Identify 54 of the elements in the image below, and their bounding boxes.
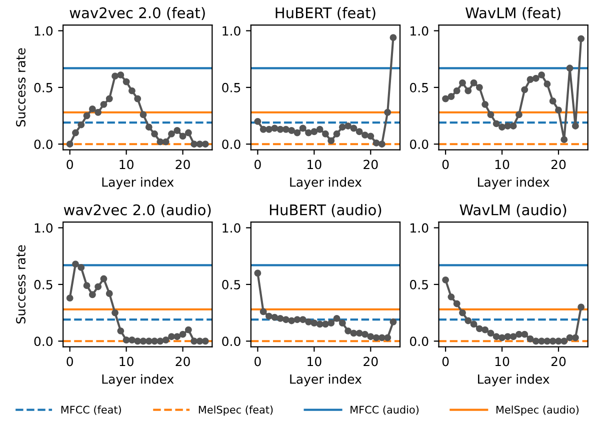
y-axis-title: Success rate — [16, 48, 26, 126]
y-tick-label: 1.0 — [410, 26, 428, 36]
x-tick-label: 0 — [66, 160, 73, 170]
x-tick-label: 20 — [364, 356, 378, 366]
y-axis-title: Success rate — [16, 245, 26, 324]
legend-label: MelSpec (audio) — [496, 406, 579, 416]
x-tick-label: 10 — [120, 160, 134, 170]
x-axis-title: Layer index — [102, 374, 174, 386]
y-tick-label: 0.0 — [222, 336, 240, 346]
chart-title: HuBERT (audio) — [270, 204, 382, 218]
x-axis-title: Layer index — [290, 177, 362, 190]
chart-title: wav2vec 2.0 (feat) — [70, 7, 205, 20]
y-tick-label: 0.0 — [410, 336, 428, 346]
legend-label: MFCC (feat) — [61, 406, 121, 415]
legend-label: MFCC (audio) — [350, 406, 419, 415]
x-tick-label: 20 — [364, 160, 378, 170]
x-axis-title: Layer index — [102, 177, 174, 190]
x-tick-label: 10 — [308, 160, 322, 170]
chart-title: WavLM (feat) — [466, 7, 560, 20]
x-tick-label: 10 — [120, 356, 134, 366]
y-tick-label: 1.0 — [222, 26, 240, 36]
y-tick-label: 0.5 — [410, 280, 428, 290]
x-tick-label: 0 — [442, 160, 449, 170]
y-tick-label: 0.5 — [410, 82, 428, 92]
y-tick-label: 0.5 — [222, 280, 240, 290]
y-tick-label: 0.0 — [34, 336, 53, 346]
chart-title: wav2vec 2.0 (audio) — [64, 204, 211, 218]
y-tick-label: 1.0 — [34, 26, 53, 36]
x-tick-label: 0 — [442, 356, 449, 366]
y-tick-label: 1.0 — [34, 223, 53, 233]
chart-title: WavLM (audio) — [460, 204, 566, 218]
x-axis-title: Layer index — [478, 374, 550, 386]
x-tick-label: 0 — [254, 160, 261, 170]
chart-title: HuBERT (feat) — [276, 7, 376, 20]
x-tick-label: 20 — [551, 356, 566, 366]
y-tick-label: 0.0 — [34, 140, 53, 150]
y-tick-label: 1.0 — [222, 223, 240, 233]
legend-label: MelSpec (feat) — [198, 406, 273, 416]
x-tick-label: 10 — [495, 356, 510, 366]
x-tick-label: 10 — [308, 356, 322, 366]
x-axis-title: Layer index — [290, 374, 362, 386]
x-tick-label: 20 — [176, 160, 190, 170]
x-axis-title: Layer index — [478, 177, 550, 190]
y-tick-label: 0.0 — [410, 140, 428, 150]
x-tick-label: 20 — [176, 356, 190, 366]
y-tick-label: 0.0 — [222, 140, 240, 150]
y-tick-label: 1.0 — [410, 223, 428, 233]
y-tick-label: 0.5 — [34, 82, 52, 92]
x-tick-label: 0 — [66, 356, 73, 366]
x-tick-label: 20 — [551, 160, 566, 170]
x-tick-label: 0 — [254, 356, 261, 366]
y-tick-label: 0.5 — [222, 82, 240, 92]
y-tick-label: 0.5 — [34, 280, 52, 290]
x-tick-label: 10 — [495, 160, 510, 170]
